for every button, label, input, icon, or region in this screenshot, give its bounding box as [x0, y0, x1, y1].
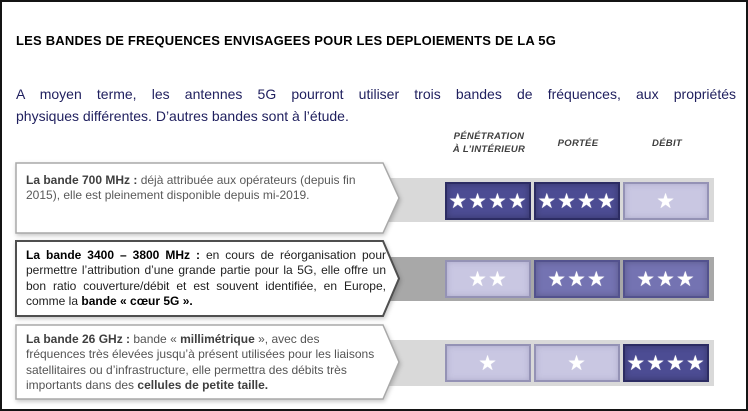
intro-line-1: A moyen terme, les antennes 5G pourront …: [16, 86, 736, 102]
row-pointer-shape: [15, 240, 401, 317]
rating-26ghz-portee: ★: [534, 344, 620, 382]
column-header-debit: DÉBIT: [652, 138, 682, 149]
intro-paragraph: A moyen terme, les antennes 5G pourront …: [16, 83, 736, 127]
textbox-700mhz: La bande 700 MHz : déjà attribuée aux op…: [15, 162, 401, 234]
column-header-penetration: PÉNÉTRATION À L’INTÉRIEUR: [433, 131, 545, 156]
figure-title: LES BANDES DE FREQUENCES ENVISAGEES POUR…: [16, 33, 557, 48]
rating-26ghz-penetration: ★: [445, 344, 531, 382]
row-pointer-shape: [15, 324, 400, 400]
column-header-portee: PORTÉE: [557, 138, 599, 149]
rating-700mhz-debit: ★: [623, 182, 709, 220]
column-header-penetration-line2: À L’INTÉRIEUR: [452, 143, 526, 155]
textbox-26ghz-text: La bande 26 GHz : bande « millimétrique …: [26, 332, 375, 392]
row-pointer-shape: [15, 162, 400, 234]
intro-line-2: physiques différentes. D’autres bandes s…: [16, 108, 349, 124]
rating-700mhz-portee: ★★★★: [534, 182, 620, 220]
rating-700mhz-penetration: ★★★★: [445, 182, 531, 220]
rating-3400-debit: ★★★: [623, 260, 709, 298]
column-header-penetration-line1: PÉNÉTRATION: [453, 131, 525, 142]
rating-3400-portee: ★★★: [534, 260, 620, 298]
rating-3400-penetration: ★★: [445, 260, 531, 298]
textbox-26ghz: La bande 26 GHz : bande « millimétrique …: [15, 324, 401, 400]
textbox-3400-3800mhz-text: La bande 3400 – 3800 MHz : en cours de r…: [26, 248, 386, 308]
textbox-700mhz-text: La bande 700 MHz : déjà attribuée aux op…: [26, 173, 356, 203]
textbox-3400-3800mhz: La bande 3400 – 3800 MHz : en cours de r…: [15, 240, 401, 317]
rating-26ghz-debit: ★★★★: [623, 344, 709, 382]
